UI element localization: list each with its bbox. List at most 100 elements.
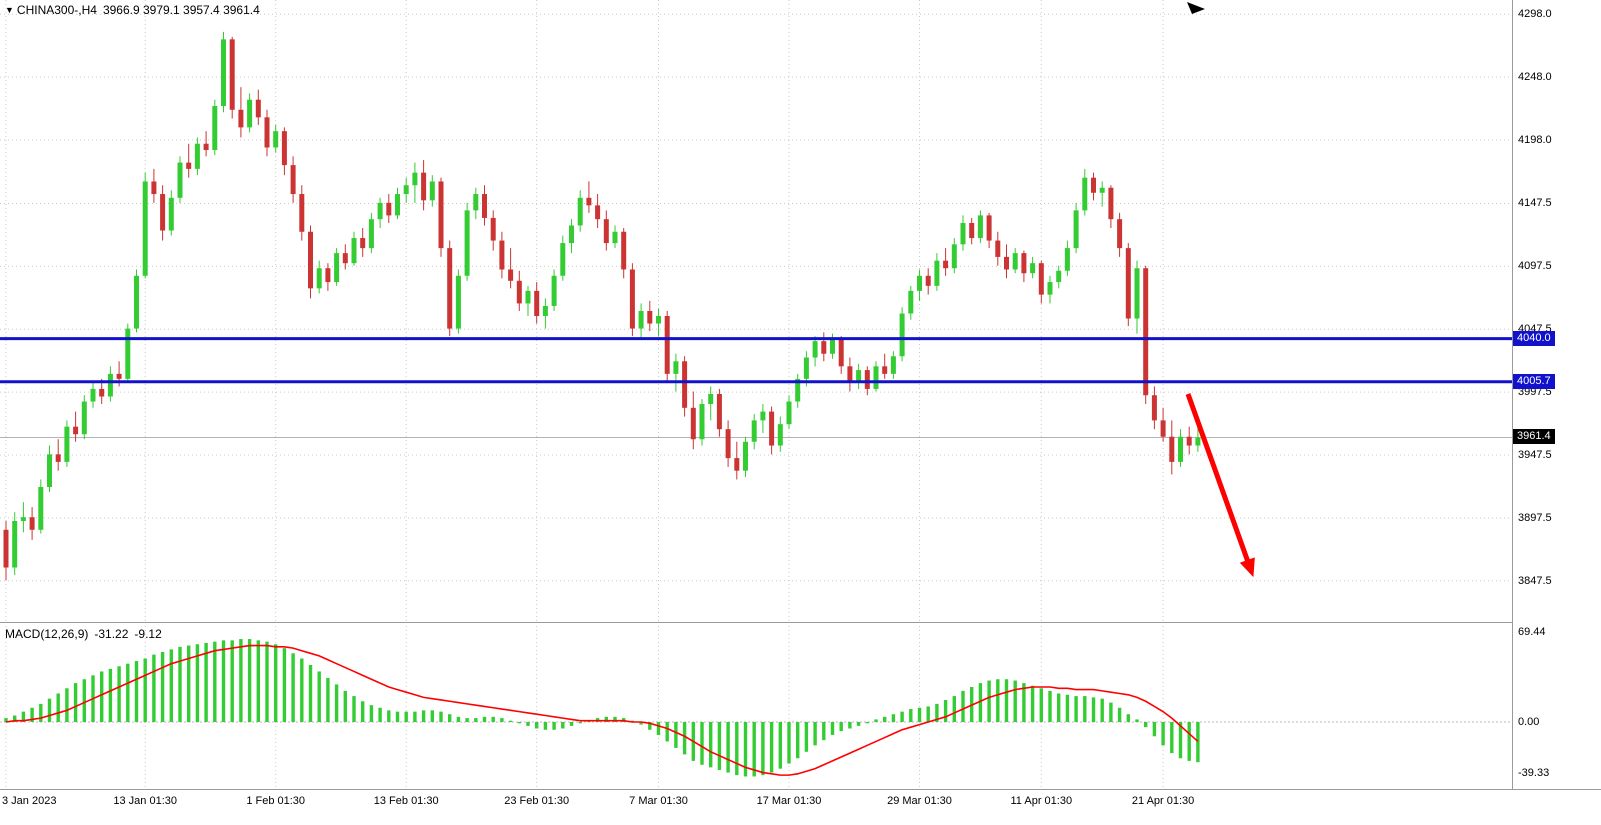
price-axis-label: 4248.0 xyxy=(1518,71,1552,84)
bear-candle xyxy=(986,215,992,241)
macd-bar xyxy=(178,646,182,722)
macd-bar xyxy=(717,722,722,770)
bull-candle xyxy=(473,194,479,211)
bull-candle xyxy=(38,487,44,530)
bull-candle xyxy=(812,341,818,358)
bull-candle xyxy=(569,225,574,244)
macd-bar xyxy=(569,722,574,726)
macd-bar xyxy=(978,683,983,722)
macd-bar xyxy=(369,705,374,722)
price-axis-label: 3947.5 xyxy=(1518,448,1552,461)
bear-candle xyxy=(73,426,79,435)
bear-candle xyxy=(586,197,592,206)
macd-bar xyxy=(352,696,356,722)
time-axis-label: 23 Feb 01:30 xyxy=(504,795,570,807)
macd-bar xyxy=(1144,722,1148,728)
macd-bar xyxy=(1048,690,1052,722)
time-axis-label: 7 Mar 01:30 xyxy=(629,795,688,807)
bull-candle xyxy=(673,361,679,374)
time-axis[interactable]: 3 Jan 2023 13 Jan 01:30 1 Feb 01:30 13 Feb … xyxy=(0,789,1601,825)
time-axis-label: 13 Feb 01:30 xyxy=(373,795,439,807)
level-price-badge[interactable]: 4040.0 xyxy=(1513,330,1555,346)
macd-bar xyxy=(648,722,652,730)
bear-candle xyxy=(769,411,775,446)
bear-candle xyxy=(995,240,1001,257)
bull-candle xyxy=(247,99,253,128)
bull-candle xyxy=(1012,253,1018,270)
macd-bar xyxy=(300,658,304,722)
bear-candle xyxy=(29,517,35,530)
macd-bar xyxy=(822,722,826,741)
bull-candle xyxy=(1134,268,1140,319)
bull-candle xyxy=(90,388,96,402)
macd-bar xyxy=(282,648,287,722)
price-chart-canvas[interactable] xyxy=(0,0,1512,622)
bull-candle xyxy=(708,393,714,405)
macd-bar xyxy=(143,658,147,722)
macd-bar xyxy=(456,716,461,722)
macd-bar xyxy=(108,668,113,722)
trend-arrow-head[interactable] xyxy=(1239,557,1255,578)
symbol-dropdown-icon[interactable]: ▼ xyxy=(5,5,14,15)
macd-bar xyxy=(865,722,869,724)
time-axis-label: 13 Jan 01:30 xyxy=(113,795,177,807)
macd-bar xyxy=(221,640,226,722)
bull-candle xyxy=(873,366,879,389)
bull-candle xyxy=(525,290,531,304)
bull-candle xyxy=(638,310,644,329)
macd-bar xyxy=(535,722,539,729)
macd-canvas[interactable] xyxy=(0,622,1512,789)
macd-bar xyxy=(552,722,556,730)
macd-bar xyxy=(117,666,121,722)
bull-candle xyxy=(20,517,26,521)
bear-candle xyxy=(99,388,105,397)
macd-bar xyxy=(1083,696,1087,722)
bear-candle xyxy=(1160,420,1166,437)
macd-bar xyxy=(1039,688,1043,722)
bull-candle xyxy=(890,356,896,374)
macd-bar xyxy=(674,722,678,748)
bull-candle xyxy=(743,441,748,471)
bear-candle xyxy=(821,341,827,354)
bear-candle xyxy=(1108,187,1114,220)
macd-bar xyxy=(883,716,887,722)
macd-bar xyxy=(421,710,426,722)
macd-bar xyxy=(917,707,922,722)
bull-candle xyxy=(951,244,957,269)
bear-candle xyxy=(629,269,635,329)
bear-candle xyxy=(325,268,331,283)
bear-candle xyxy=(847,366,853,383)
macd-bar xyxy=(82,679,86,722)
bear-candle xyxy=(621,231,627,270)
macd-bar xyxy=(413,711,417,722)
macd-bar xyxy=(561,722,565,729)
macd-bar xyxy=(856,722,861,726)
bear-candle xyxy=(342,253,348,264)
bull-candle xyxy=(699,404,705,440)
bear-candle xyxy=(438,181,444,249)
level-price-badge[interactable]: 4005.7 xyxy=(1513,373,1555,389)
macd-bar xyxy=(1187,722,1191,761)
bear-candle xyxy=(1021,253,1027,274)
bull-candle xyxy=(142,181,148,276)
bear-candle xyxy=(186,162,192,169)
macd-bar xyxy=(1161,722,1165,746)
bear-candle xyxy=(516,280,522,304)
macd-bar xyxy=(1022,683,1026,722)
bear-candle xyxy=(690,407,696,440)
bull-candle xyxy=(1082,177,1088,211)
bull-candle xyxy=(977,215,983,239)
macd-bar xyxy=(639,722,643,725)
macd-bar xyxy=(474,718,478,722)
macd-bar xyxy=(204,642,208,722)
price-axis-label: 3897.5 xyxy=(1518,511,1552,524)
price-axis[interactable]: 4298.0 4248.0 4198.0 4147.5 4097.5 4047.5 3997… xyxy=(1512,0,1601,790)
bull-candle xyxy=(908,290,914,314)
current-price-badge: 3961.4 xyxy=(1513,429,1555,445)
macd-bar xyxy=(743,722,748,777)
chart-title: ▼ CHINA300-,H4 3966.9 3979.1 3957.4 3961.4 xyxy=(5,3,260,17)
price-axis-label: 4147.5 xyxy=(1518,197,1552,210)
trend-arrow-line[interactable] xyxy=(1185,393,1251,563)
panel-separator[interactable] xyxy=(0,622,1601,623)
